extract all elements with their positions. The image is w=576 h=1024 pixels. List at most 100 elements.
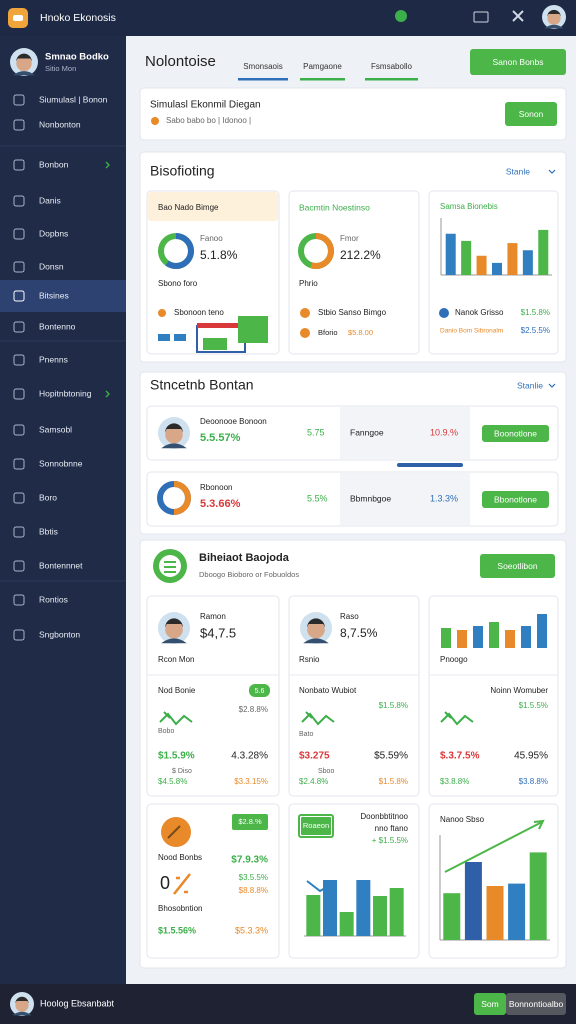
nav-icon xyxy=(13,526,25,538)
button[interactable] xyxy=(482,491,549,508)
avatar-face xyxy=(307,620,325,639)
donut-arc xyxy=(158,233,194,269)
card xyxy=(428,803,559,959)
badge-label: Roaeon xyxy=(303,821,329,830)
button-label[interactable]: Soeotlibon xyxy=(497,561,537,571)
chevron-icon xyxy=(548,169,556,174)
trend-arrow xyxy=(444,819,545,873)
tab[interactable]: Pamgaone xyxy=(303,62,342,71)
nav-item[interactable]: Danis xyxy=(39,195,61,205)
stat: $7.9.3% xyxy=(231,855,268,866)
filter[interactable]: Stanle xyxy=(506,166,530,176)
nav-item[interactable]: Bonbon xyxy=(39,159,69,169)
button[interactable] xyxy=(470,49,566,75)
nav-icon xyxy=(13,321,25,333)
metric-label: Fanoo xyxy=(200,234,223,243)
nav-item[interactable]: Sonnobnne xyxy=(39,458,83,468)
sub: $ Diso xyxy=(172,768,192,775)
nav-item[interactable]: Dopbns xyxy=(39,228,68,238)
button[interactable] xyxy=(474,993,506,1015)
member-value: 5.3.66% xyxy=(200,498,241,510)
button-label[interactable]: Sanon Bonbs xyxy=(492,57,543,67)
nav-icon xyxy=(13,228,25,240)
nav-item[interactable]: Hopitnbtoning xyxy=(39,388,92,398)
button[interactable] xyxy=(506,993,566,1015)
avatar-body xyxy=(161,443,187,449)
nav-item[interactable]: Nonbonton xyxy=(39,119,81,129)
legend: Bforio xyxy=(318,328,338,337)
legend: Sbonoon teno xyxy=(174,308,224,317)
filter[interactable]: Stanlie xyxy=(517,380,543,390)
stat: $2.8.8% xyxy=(239,705,268,714)
decor xyxy=(174,334,186,341)
bar xyxy=(445,233,456,275)
sim-title: Simulasl Ekonmil Diegan xyxy=(150,100,261,111)
nav-item[interactable]: Bbtis xyxy=(39,526,58,536)
role: Pnoogo xyxy=(440,655,468,664)
icon xyxy=(473,11,489,23)
section-title: Stncetnb Bontan xyxy=(150,377,254,393)
legend: Stbio Sanso Bimgo xyxy=(318,308,387,317)
nav-item[interactable]: Pnenns xyxy=(39,354,68,364)
bar xyxy=(489,622,499,648)
decor xyxy=(203,338,227,350)
user-name: Smnao Bodko xyxy=(45,52,109,63)
badge xyxy=(301,817,331,835)
stat: 45.95% xyxy=(514,751,548,762)
role: Rsnio xyxy=(299,655,320,664)
bar xyxy=(461,240,472,275)
bar xyxy=(522,250,533,275)
button-label[interactable]: Boonotlone xyxy=(494,428,537,438)
button[interactable] xyxy=(480,554,555,578)
stat: $2.4.8% xyxy=(299,777,328,786)
avatar-face xyxy=(16,55,32,72)
note: Phrio xyxy=(299,279,318,288)
nav-item[interactable]: Bitsines xyxy=(39,290,69,300)
nav-item[interactable]: Donsn xyxy=(39,261,64,271)
text: nno ftano xyxy=(375,824,409,833)
tab[interactable]: Smonsaois xyxy=(243,62,283,71)
button-label[interactable]: Sonon xyxy=(519,109,544,119)
stat: $3.8.8% xyxy=(440,777,469,786)
stat: + $1.5.5% xyxy=(372,836,408,845)
nav-icon xyxy=(13,119,25,131)
metric-value: 5.1.8% xyxy=(200,248,238,262)
nav-item[interactable]: Boro xyxy=(39,492,57,502)
avatar-body xyxy=(12,1011,32,1016)
nav-icon xyxy=(13,261,25,273)
expand-icon xyxy=(105,161,110,169)
bar xyxy=(473,626,483,648)
button-label[interactable]: Bonnontioalbo xyxy=(509,999,564,1009)
sub: Bato xyxy=(299,731,314,738)
nav-item[interactable]: Samsobl xyxy=(39,424,72,434)
avatar-body xyxy=(161,638,187,644)
card xyxy=(288,595,420,797)
bar xyxy=(464,862,482,940)
section-icon xyxy=(164,566,176,568)
nav-item[interactable]: Siumulasl | Bonon xyxy=(39,94,108,104)
section-label: Noinn Womuber xyxy=(490,686,548,695)
button[interactable] xyxy=(482,425,549,442)
bar xyxy=(457,630,467,648)
nav-item[interactable]: Sngbonton xyxy=(39,629,80,639)
section-icon xyxy=(164,561,176,563)
sidebar xyxy=(0,36,126,984)
bar xyxy=(443,893,461,940)
stat: $3.275 xyxy=(299,751,330,762)
stat: $1.5.8% xyxy=(379,701,408,710)
avatar-hair xyxy=(16,53,32,62)
stat: $3.3.15% xyxy=(234,777,268,786)
nav-item[interactable]: Bontenno xyxy=(39,321,76,331)
button-label[interactable]: Bbonotlone xyxy=(494,494,537,504)
avatar-hair xyxy=(165,618,183,628)
metric-value: 212.2% xyxy=(340,248,381,262)
nav-item[interactable]: Bontennnet xyxy=(39,560,83,570)
button[interactable] xyxy=(505,102,557,126)
button-label[interactable]: Som xyxy=(481,999,498,1009)
nav-item[interactable]: Rontios xyxy=(39,594,68,604)
avatar-body xyxy=(303,638,329,644)
status-dot xyxy=(151,117,159,125)
nav-icon xyxy=(13,560,25,572)
tab[interactable]: Fsmsabollo xyxy=(371,62,412,71)
